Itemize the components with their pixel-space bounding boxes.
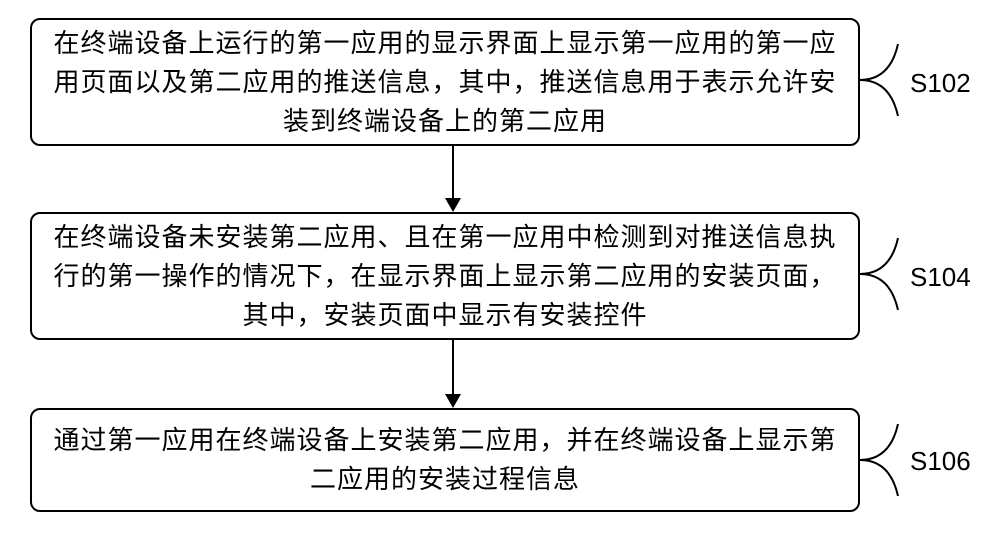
node-label-s104: S104 bbox=[910, 262, 971, 293]
label-connector-s102 bbox=[860, 44, 910, 116]
node-text-s104: 在终端设备未安装第二应用、且在第一应用中检测到对推送信息执行的第一操作的情况下，… bbox=[52, 218, 838, 335]
node-label-s102: S102 bbox=[910, 68, 971, 99]
label-connector-s106 bbox=[860, 424, 910, 496]
flowchart-node-s106: 通过第一应用在终端设备上安装第二应用，并在终端设备上显示第二应用的安装过程信息 bbox=[30, 408, 860, 512]
arrow-s102-s104 bbox=[445, 146, 461, 212]
arrow-s104-s106 bbox=[445, 340, 461, 408]
flowchart-container: 在终端设备上运行的第一应用的显示界面上显示第一应用的第一应用页面以及第二应用的推… bbox=[0, 0, 1000, 549]
node-label-s106: S106 bbox=[910, 446, 971, 477]
node-text-s106: 通过第一应用在终端设备上安装第二应用，并在终端设备上显示第二应用的安装过程信息 bbox=[52, 421, 838, 499]
label-connector-s104 bbox=[860, 238, 910, 310]
node-text-s102: 在终端设备上运行的第一应用的显示界面上显示第一应用的第一应用页面以及第二应用的推… bbox=[52, 24, 838, 141]
flowchart-node-s104: 在终端设备未安装第二应用、且在第一应用中检测到对推送信息执行的第一操作的情况下，… bbox=[30, 212, 860, 340]
flowchart-node-s102: 在终端设备上运行的第一应用的显示界面上显示第一应用的第一应用页面以及第二应用的推… bbox=[30, 18, 860, 146]
